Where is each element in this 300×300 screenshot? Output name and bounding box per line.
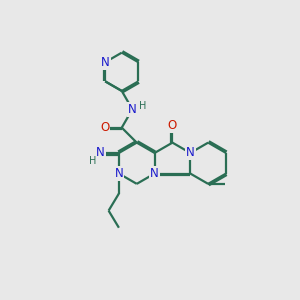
- Text: N: N: [150, 167, 159, 180]
- Text: N: N: [186, 146, 195, 159]
- Text: H: H: [139, 101, 146, 111]
- Text: H: H: [89, 156, 96, 166]
- Text: O: O: [100, 121, 109, 134]
- Text: N: N: [115, 167, 123, 180]
- Text: O: O: [168, 119, 177, 132]
- Text: N: N: [128, 103, 137, 116]
- Text: N: N: [96, 146, 105, 159]
- Text: N: N: [101, 56, 110, 69]
